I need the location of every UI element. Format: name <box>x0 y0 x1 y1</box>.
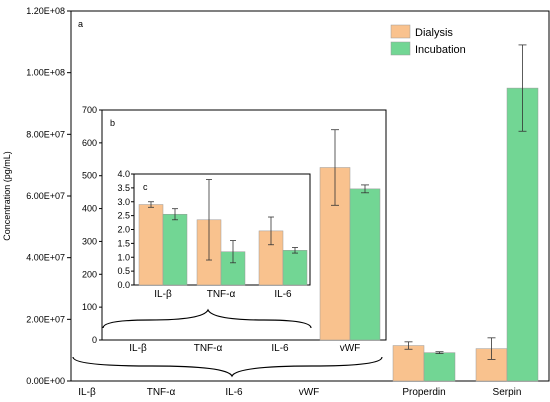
panel-a-label: a <box>78 19 83 29</box>
panel-c-y-tick-label: 2.0 <box>117 225 130 235</box>
panel-c-label: c <box>143 182 148 192</box>
legend-label-incubation: Incubation <box>415 44 466 56</box>
panel-a-bar-dialysis <box>392 345 425 382</box>
panel-b-group-brace <box>102 308 312 329</box>
panel-a-category-label: vWF <box>299 387 320 398</box>
panel-b-y-tick-label: 100 <box>82 302 97 312</box>
panel-a-y-tick-label: 2.00E+07 <box>26 314 65 324</box>
panel-a-y-tick-label: 0.00E+00 <box>26 376 65 386</box>
panel-a-y-tick-label: 1.20E+08 <box>26 6 65 16</box>
panel-c-bar-dialysis <box>138 204 164 286</box>
panel-a-group-brace <box>72 356 383 378</box>
panel-b-y-tick-label: 0 <box>92 335 97 345</box>
panel-b-category-label: IL-6 <box>271 343 289 354</box>
panel-a-category-label: TNF-α <box>147 387 176 398</box>
panel-c-y-tick-label: 4.0 <box>117 169 130 179</box>
panel-c-y-tick-label: 3.0 <box>117 197 130 207</box>
panel-a-category-label: IL-β <box>78 387 96 398</box>
panel-a-y-tick-label: 1.00E+08 <box>26 68 65 78</box>
panel-b-y-tick-label: 500 <box>82 171 97 181</box>
panel-c-y-tick-label: 2.5 <box>117 211 130 221</box>
panel-c-category-label: IL-β <box>154 289 172 300</box>
panel-b-y-tick-label: 600 <box>82 138 97 148</box>
panel-a-bar-incubation <box>423 352 456 382</box>
panel-b-y-tick-label: 400 <box>82 204 97 214</box>
panel-c-category-label: IL-6 <box>274 289 292 300</box>
panel-b-category-label: TNF-α <box>194 343 223 354</box>
panel-b-y-tick-label: 700 <box>82 105 97 115</box>
panel-b-y-tick-label: 200 <box>82 269 97 279</box>
panel-a-category-label: Serpin <box>493 387 522 398</box>
panel-a-y-tick-label: 4.00E+07 <box>26 253 65 263</box>
panel-c-y-tick-label: 3.5 <box>117 183 130 193</box>
panel-c-category-label: TNF-α <box>207 289 236 300</box>
legend-swatch-incubation <box>390 41 411 56</box>
legend-swatch-dialysis <box>390 24 411 39</box>
panel-c-y-tick-label: 1.0 <box>117 252 130 262</box>
panel-c-y-tick-label: 1.5 <box>117 238 130 248</box>
panel-a-y-tick-label: 6.00E+07 <box>26 191 65 201</box>
panel-c-y-tick-label: 0.5 <box>117 266 130 276</box>
panel-c-bar-incubation <box>162 213 188 286</box>
panel-a-category-label: Properdin <box>402 387 445 398</box>
panel-c-bar-incubation <box>282 250 308 286</box>
panel-a-y-tick-label: 8.00E+07 <box>26 129 65 139</box>
panel-a-category-label: IL-6 <box>225 387 243 398</box>
panel-b-bar-incubation <box>349 188 381 341</box>
panel-a-bar-incubation <box>506 87 539 382</box>
y-axis-title: Concentration (pg/mL) <box>2 151 12 241</box>
legend-label-dialysis: Dialysis <box>415 27 453 39</box>
panel-b-category-label: IL-β <box>129 343 147 354</box>
panel-b-category-label: vWF <box>340 343 361 354</box>
panel-b-label: b <box>110 118 115 128</box>
panel-b-y-tick-label: 300 <box>82 236 97 246</box>
panel-c-y-tick-label: 0.0 <box>117 280 130 290</box>
